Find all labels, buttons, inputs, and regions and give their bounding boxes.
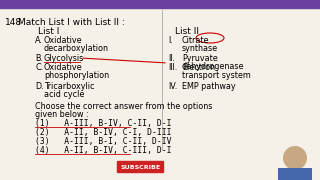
Bar [0, 0, 320, 8]
Text: dehydrogenase: dehydrogenase [182, 62, 244, 71]
Text: I.: I. [168, 36, 173, 45]
Text: D.: D. [35, 82, 44, 91]
Text: (2)   A-II, B-IV, C-I, D-III: (2) A-II, B-IV, C-I, D-III [35, 128, 172, 137]
Text: transport system: transport system [182, 71, 251, 80]
Text: synthase: synthase [182, 44, 218, 53]
Bar [278, 168, 312, 180]
Text: List II: List II [175, 27, 199, 36]
Text: Glycolysis: Glycolysis [44, 54, 84, 63]
Text: EMP pathway: EMP pathway [182, 82, 236, 91]
Text: SUBSCRIBE: SUBSCRIBE [120, 165, 161, 170]
Text: Electron: Electron [182, 63, 215, 72]
Text: Tricarboxylic: Tricarboxylic [44, 82, 94, 91]
Text: decarboxylation: decarboxylation [44, 44, 109, 53]
Text: Match List I with List II :: Match List I with List II : [18, 18, 125, 27]
Text: (1)   A-III, B-IV, C-II, D-I: (1) A-III, B-IV, C-II, D-I [35, 119, 172, 128]
Text: Oxidative: Oxidative [44, 63, 83, 72]
Circle shape [283, 146, 307, 170]
Text: C.: C. [35, 63, 43, 72]
Text: acid cycle: acid cycle [44, 90, 84, 99]
Text: (4)   A-II, B-IV, C-III, D-I: (4) A-II, B-IV, C-III, D-I [35, 146, 172, 155]
Text: Choose the correct answer from the options: Choose the correct answer from the optio… [35, 102, 212, 111]
Text: Pyruvate: Pyruvate [182, 54, 218, 63]
Text: List I: List I [38, 27, 60, 36]
Text: IV.: IV. [168, 82, 177, 91]
Text: B.: B. [35, 54, 43, 63]
Text: 148: 148 [5, 18, 22, 27]
Text: given below :: given below : [35, 110, 89, 119]
Text: A.: A. [35, 36, 43, 45]
Text: II.: II. [168, 54, 175, 63]
FancyBboxPatch shape [117, 161, 164, 172]
Text: (3)   A-III, B-I, C-II, D-IV: (3) A-III, B-I, C-II, D-IV [35, 137, 172, 146]
Text: phosphorylation: phosphorylation [44, 71, 109, 80]
Text: Oxidative: Oxidative [44, 36, 83, 45]
Text: III.: III. [168, 63, 177, 72]
Text: Citrate: Citrate [182, 36, 210, 45]
